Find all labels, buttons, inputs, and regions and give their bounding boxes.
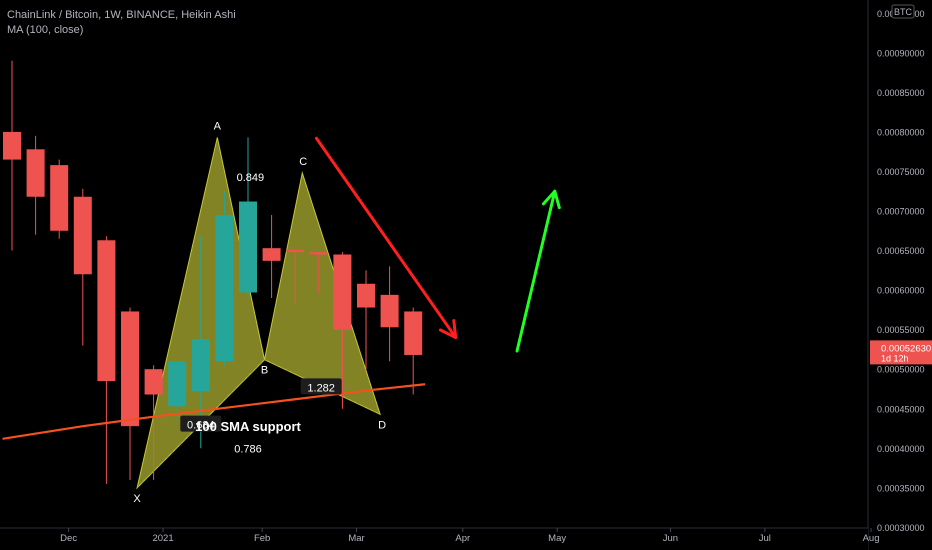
currency-badge [891, 4, 915, 19]
price-tick-label: 0.00045000 [877, 404, 925, 414]
ratio-xab-label: 0.634 [187, 420, 215, 432]
trend-arrows [314, 136, 561, 353]
candle-body [168, 361, 187, 407]
indicator-legend[interactable]: MA (100, close) [7, 24, 84, 36]
candle-body [357, 283, 375, 308]
ratio-abc-label: 0.849 [237, 172, 265, 184]
candle-body [3, 131, 21, 160]
price-tick-label: 0.00055000 [877, 325, 925, 335]
ratio-box [300, 378, 342, 395]
time-tick-label: Feb [254, 533, 270, 544]
pattern-point-b-label: B [261, 365, 268, 377]
arrow-down-head [438, 319, 458, 340]
candle-body [215, 214, 234, 362]
last-price-badge [870, 340, 932, 365]
candle-body [97, 240, 116, 382]
arrow-up-shaft [515, 189, 557, 353]
price-tick-label: 0.00080000 [877, 127, 925, 137]
candle-body [262, 248, 281, 261]
moving-average [2, 383, 426, 440]
candle-body [121, 311, 139, 427]
ma-100-line [2, 383, 426, 440]
candle-body [380, 294, 399, 328]
time-tick-label: Dec [60, 533, 77, 544]
price-tick-label: 0.00040000 [877, 444, 925, 454]
candle-body [333, 254, 352, 330]
price-axis[interactable]: 0.000950000.000900000.000850000.00080000… [867, 0, 932, 550]
time-tick-label: Jun [663, 533, 678, 544]
time-tick-label: May [548, 533, 566, 544]
chart-title: ChainLink / Bitcoin, 1W, BINANCE, Heikin… [7, 9, 236, 21]
price-tick-label: 0.00060000 [877, 286, 925, 296]
currency-label: BTC [894, 7, 913, 17]
price-tick-label: 0.00090000 [877, 48, 925, 58]
candle-body [73, 196, 92, 275]
arrow-down-shaft [314, 136, 458, 340]
time-tick-label: Jul [759, 533, 771, 544]
pattern-point-x-label: X [133, 493, 141, 505]
pattern-labels: X A B C D 0.634 0.849 1.282 0.786 100 SMA support [133, 120, 386, 504]
candle-body [309, 252, 328, 255]
candles [3, 60, 423, 484]
ratio-xad-label: 0.786 [234, 443, 262, 455]
candle-body [26, 149, 45, 197]
time-tick-label: Apr [455, 533, 470, 544]
bar-countdown: 1d 12h [881, 353, 909, 363]
last-price-value: 0.00052630 [881, 343, 931, 354]
candle-body [404, 311, 423, 355]
time-tick-label: Aug [863, 533, 880, 544]
pattern-point-c-label: C [299, 156, 307, 168]
sma-support-annotation: 100 SMA support [195, 419, 301, 434]
time-tick-label: Mar [348, 533, 364, 544]
candle-body [239, 201, 257, 293]
price-tick-label: 0.00075000 [877, 167, 925, 177]
pattern-point-a-label: A [214, 120, 222, 132]
time-axis[interactable]: Dec 2021 Feb Mar Apr May Jun Jul Aug [0, 527, 880, 550]
price-tick-label: 0.00035000 [877, 483, 925, 493]
time-tick-label: 2021 [152, 533, 173, 544]
pattern-point-d-label: D [378, 419, 386, 431]
price-axis-background [868, 0, 932, 550]
price-tick-label: 0.00030000 [877, 523, 925, 533]
ratio-bcd-label: 1.282 [307, 382, 335, 394]
candle-body [50, 165, 69, 231]
price-tick-label: 0.00070000 [877, 207, 925, 217]
price-tick-label: 0.00050000 [877, 365, 925, 375]
candle-body [144, 369, 163, 395]
candle-body [191, 339, 210, 392]
price-tick-label: 0.00065000 [877, 246, 925, 256]
price-tick-label: 0.00085000 [877, 88, 925, 98]
time-axis-background [0, 528, 868, 550]
candle-body [286, 249, 305, 253]
ratio-box [180, 415, 222, 432]
arrow-up-head [541, 189, 561, 210]
